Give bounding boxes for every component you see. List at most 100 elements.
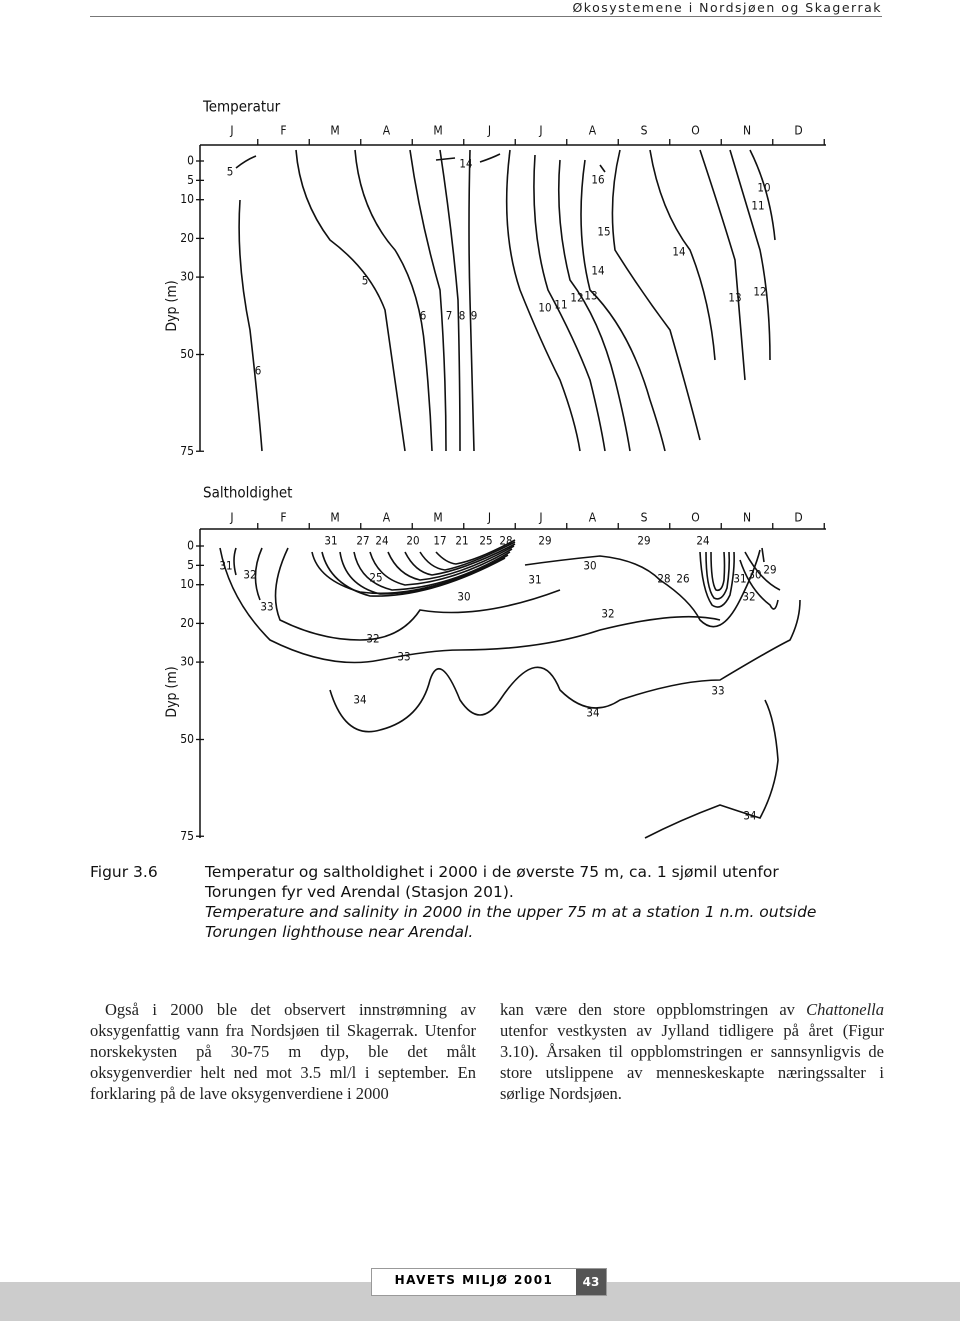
month-label: F bbox=[280, 124, 286, 138]
contour-label: 33 bbox=[711, 684, 724, 698]
month-label: M bbox=[433, 124, 442, 138]
body-text: kan være den store oppblomstringen av bbox=[500, 1000, 807, 1019]
temperature-contours bbox=[235, 149, 776, 452]
contour-label: 6 bbox=[420, 309, 427, 323]
contour-line bbox=[699, 149, 746, 381]
body-left: Også i 2000 ble det observert innstrømni… bbox=[90, 1000, 476, 1103]
contour-line bbox=[409, 149, 447, 452]
month-label: O bbox=[691, 511, 700, 525]
contour-label: 34 bbox=[586, 706, 599, 720]
panel-title: Saltholdighet bbox=[203, 484, 292, 502]
depth-tick-label: 5 bbox=[187, 173, 194, 187]
contour-label: 15 bbox=[597, 225, 610, 239]
depth-tick-label: 75 bbox=[180, 829, 194, 843]
contour-label: 31 bbox=[733, 572, 746, 586]
contour-label: 34 bbox=[353, 693, 366, 707]
salinity-contours bbox=[219, 539, 801, 839]
contour-label: 33 bbox=[397, 650, 410, 664]
contour-label: 29 bbox=[538, 534, 551, 548]
contour-label: 26 bbox=[676, 572, 689, 586]
contour-label: 34 bbox=[743, 809, 756, 823]
contour-label: 16 bbox=[591, 173, 604, 187]
contour-line bbox=[533, 154, 606, 452]
contour-label: 5 bbox=[227, 165, 234, 179]
contour-line bbox=[439, 149, 461, 452]
contour-label: 29 bbox=[763, 563, 776, 577]
month-label: M bbox=[330, 511, 339, 525]
month-label: J bbox=[487, 511, 491, 525]
month-label: S bbox=[641, 511, 648, 525]
footer-box bbox=[371, 1268, 607, 1296]
contour-line bbox=[749, 149, 776, 241]
contour-line bbox=[524, 549, 761, 628]
month-label: A bbox=[383, 124, 391, 138]
contour-line bbox=[644, 699, 779, 839]
month-label: J bbox=[538, 124, 542, 138]
header-rule bbox=[90, 16, 882, 17]
contour-label: 27 bbox=[356, 534, 369, 548]
month-label: N bbox=[743, 124, 751, 138]
figure-caption: Temperatur og saltholdighet i 2000 i de … bbox=[205, 863, 779, 901]
month-label: O bbox=[691, 124, 700, 138]
contour-label: 32 bbox=[243, 568, 256, 582]
depth-tick-label: 0 bbox=[187, 539, 194, 553]
contour-line bbox=[649, 149, 716, 361]
contour-label: 9 bbox=[471, 309, 478, 323]
contour-label: 17 bbox=[433, 534, 446, 548]
contour-line bbox=[354, 149, 433, 452]
month-label: J bbox=[229, 511, 233, 525]
depth-tick-label: 10 bbox=[180, 192, 194, 206]
contour-label: 12 bbox=[570, 291, 583, 305]
panel-title: Temperatur bbox=[202, 98, 281, 116]
depth-tick-label: 30 bbox=[180, 270, 194, 284]
depth-tick-label: 0 bbox=[187, 154, 194, 168]
body-text: utenfor vestkysten av Jylland tidligere … bbox=[500, 1021, 884, 1103]
contour-line bbox=[254, 547, 263, 601]
contour-line bbox=[339, 551, 509, 595]
month-label: A bbox=[383, 511, 391, 525]
contour-label: 13 bbox=[728, 291, 741, 305]
month-label: J bbox=[229, 124, 233, 138]
contour-label: 28 bbox=[499, 534, 512, 548]
contour-label: 33 bbox=[260, 600, 273, 614]
body-right: kan være den store oppblomstringen av Ch… bbox=[500, 999, 884, 1104]
footer-page: 43 bbox=[576, 1269, 606, 1295]
contour-line bbox=[233, 547, 237, 576]
month-label: D bbox=[794, 124, 802, 138]
contour-label: 32 bbox=[366, 632, 379, 646]
contour-label: 31 bbox=[528, 573, 541, 587]
month-label: A bbox=[589, 511, 597, 525]
contour-line bbox=[557, 159, 631, 452]
contour-line bbox=[710, 551, 726, 592]
depth-tick-label: 10 bbox=[180, 577, 194, 591]
y-axis-label: Dyp (m) bbox=[164, 666, 180, 717]
contour-label: 11 bbox=[554, 298, 567, 312]
month-label: D bbox=[794, 511, 802, 525]
contour-line bbox=[419, 541, 516, 571]
contour-label: 10 bbox=[538, 301, 551, 315]
month-label: J bbox=[487, 124, 491, 138]
contour-label: 31 bbox=[219, 559, 232, 573]
contour-label: 24 bbox=[375, 534, 388, 548]
depth-tick-label: 20 bbox=[180, 616, 194, 630]
contour-line bbox=[329, 599, 801, 733]
header-title: Økosystemene i Nordsjøen og Skagerrak bbox=[572, 0, 882, 15]
depth-tick-label: 50 bbox=[180, 732, 194, 746]
month-label: A bbox=[589, 124, 597, 138]
figure-caption-en: Temperature and salinity in 2000 in the … bbox=[205, 903, 817, 941]
contour-label: 8 bbox=[459, 309, 466, 323]
contour-label: 28 bbox=[657, 572, 670, 586]
month-label: M bbox=[433, 511, 442, 525]
contour-line bbox=[274, 547, 561, 641]
contour-label: 30 bbox=[748, 568, 761, 582]
contour-line bbox=[219, 547, 721, 664]
contour-line bbox=[729, 149, 771, 361]
contour-label: 30 bbox=[457, 590, 470, 604]
depth-tick-label: 5 bbox=[187, 558, 194, 572]
contour-label: 7 bbox=[446, 309, 453, 323]
contour-label: 11 bbox=[751, 199, 764, 213]
contour-line bbox=[468, 149, 475, 452]
contour-label: 30 bbox=[583, 559, 596, 573]
contour-label: 10 bbox=[757, 181, 770, 195]
